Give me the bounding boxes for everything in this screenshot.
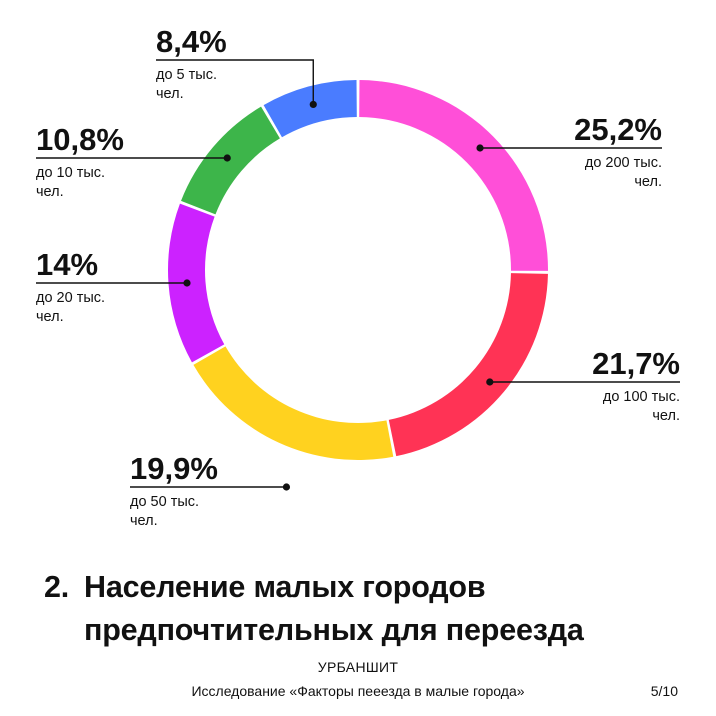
category-label-100k: до 100 тыс. xyxy=(603,389,680,405)
leader-dot-5k xyxy=(309,100,317,109)
value-label-50k: 19,9% xyxy=(130,451,218,486)
callout-100k: 21,7% до 100 тыс. чел. xyxy=(486,346,680,424)
leader-dot-20k xyxy=(183,279,191,287)
category-label-50k: до 50 тыс. xyxy=(130,494,199,510)
leader-line-5k xyxy=(156,59,314,105)
category-unit-5k: чел. xyxy=(156,86,184,102)
value-label-200k: 25,2% xyxy=(574,112,662,147)
callout-200k: 25,2% до 200 тыс. чел. xyxy=(476,112,662,190)
category-unit-200k: чел. xyxy=(634,174,662,190)
study-caption: Исследование «Факторы пееезда в малые го… xyxy=(191,683,525,699)
chart-title: 2. Население малых городов предпочтительн… xyxy=(44,566,704,652)
callout-20k: 14% до 20 тыс. чел. xyxy=(36,247,191,325)
value-label-5k: 8,4% xyxy=(156,24,227,59)
category-unit-10k: чел. xyxy=(36,184,64,200)
slice-10k xyxy=(181,106,280,215)
donut-slices xyxy=(168,80,548,460)
page-number: 5/10 xyxy=(650,683,678,699)
slice-100k xyxy=(388,273,548,457)
callout-50k: 19,9% до 50 тыс. чел. xyxy=(130,451,291,529)
title-line-2: предпочтительных для переезда xyxy=(84,613,584,647)
category-label-10k: до 10 тыс. xyxy=(36,165,105,181)
category-label-5k: до 5 тыс. xyxy=(156,67,217,83)
category-label-20k: до 20 тыс. xyxy=(36,290,105,306)
leader-dot-100k xyxy=(486,378,494,386)
donut-chart: 25,2% до 200 тыс. чел. 21,7% до 100 тыс. чел.… xyxy=(36,24,680,529)
category-unit-100k: чел. xyxy=(652,408,680,424)
slice-50k xyxy=(193,346,394,460)
slice-20k xyxy=(168,203,225,363)
slice-5k xyxy=(263,80,357,138)
leader-dot-50k xyxy=(282,483,291,491)
title-line-1: Население малых городов xyxy=(84,570,486,604)
callout-5k: 8,4% до 5 тыс. чел. xyxy=(156,24,317,109)
value-label-20k: 14% xyxy=(36,247,98,282)
value-label-10k: 10,8% xyxy=(36,122,124,157)
leader-dot-10k xyxy=(223,154,231,162)
title-number: 2. xyxy=(44,570,70,604)
brand-name: УРБАНШИТ xyxy=(317,659,399,675)
category-unit-20k: чел. xyxy=(36,309,64,325)
callout-10k: 10,8% до 10 тыс. чел. xyxy=(36,122,231,200)
value-label-100k: 21,7% xyxy=(592,346,680,381)
callouts: 25,2% до 200 тыс. чел. 21,7% до 100 тыс. чел.… xyxy=(36,24,680,529)
leader-dot-200k xyxy=(476,144,484,152)
category-unit-50k: чел. xyxy=(130,513,158,529)
category-label-200k: до 200 тыс. xyxy=(585,155,662,171)
slice-200k xyxy=(359,80,548,271)
